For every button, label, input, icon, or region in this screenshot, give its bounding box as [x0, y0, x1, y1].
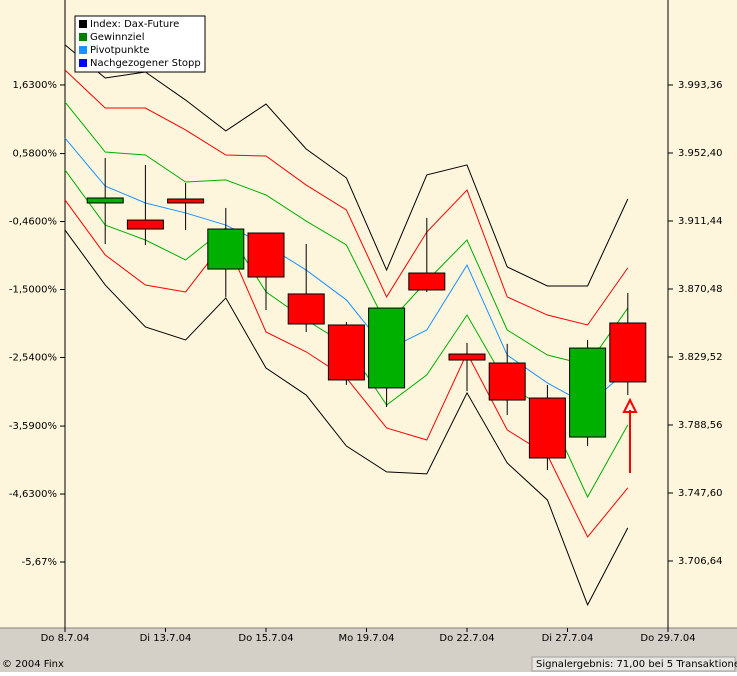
x-tick-label: Mo 19.7.04: [338, 633, 394, 644]
candle-body: [408, 272, 446, 291]
y2-tick-label: 3.788,56: [678, 420, 723, 431]
axes: 1,6300% 0,5800% -0,4600% -1,5000% -2,5400% -3…: [9, 80, 723, 644]
y2-tick-label: 3.747,60: [678, 488, 723, 499]
candle-body: [126, 219, 164, 230]
y2-tick-label: 3.829,52: [678, 352, 723, 363]
y2-tick-label: 3.706,64: [678, 556, 723, 567]
candle-body: [247, 232, 285, 278]
candle-body: [86, 197, 124, 204]
candle-body: [368, 307, 406, 389]
x-tick-label: Do 15.7.04: [238, 633, 293, 644]
y-tick-label: 1,6300%: [13, 80, 58, 91]
y-tick-label: 0,5800%: [13, 149, 58, 160]
legend-items: Index: Dax-Future Gewinnziel Pivotpunkte Na…: [79, 19, 201, 69]
legend-label: Gewinnziel: [90, 32, 145, 43]
candle-body: [167, 198, 205, 204]
y2-tick-label: 3.870,48: [678, 284, 723, 295]
y2-tick-label: 3.993,36: [678, 80, 723, 91]
y-tick-label: -4,6300%: [9, 489, 57, 500]
candle-body: [207, 228, 245, 270]
legend-label: Index: Dax-Future: [90, 19, 179, 30]
legend-label: Nachgezogener Stopp: [90, 58, 201, 69]
candle-body: [327, 324, 365, 381]
candle-body: [287, 293, 325, 325]
x-tick-label: Do 29.7.04: [640, 633, 695, 644]
candles: [86, 157, 647, 470]
y-tick-label: -0,4600%: [9, 217, 57, 228]
candle-body: [528, 397, 566, 459]
y-tick-label: -2,5400%: [9, 352, 57, 363]
legend-swatch: [79, 33, 87, 41]
footer-right: Signalergebnis: 71,00 bei 5 Transaktione…: [536, 659, 737, 670]
y2-tick-label: 3.952,40: [678, 148, 723, 159]
x-axis-band: [0, 628, 737, 655]
legend-label: Pivotpunkte: [90, 45, 149, 56]
footer-left: © 2004 Finx: [2, 659, 64, 670]
band-line: [64, 137, 629, 406]
band-line: [64, 101, 629, 366]
signal-arrow: [622, 397, 638, 473]
y-tick-label: -1,5000%: [9, 284, 57, 295]
band-line: [64, 229, 629, 607]
x-tick-label: Do 8.7.04: [41, 633, 90, 644]
legend-swatch: [79, 46, 87, 54]
y2-tick-label: 3.911,44: [678, 216, 723, 227]
candle-body: [448, 353, 486, 361]
candle-body: [569, 347, 607, 438]
legend-swatch: [79, 59, 87, 67]
status-panel: [531, 656, 736, 672]
candle-body: [488, 362, 526, 401]
band-line: [64, 69, 629, 326]
y-tick-label: -3,5900%: [9, 421, 57, 432]
candle-body: [609, 322, 647, 383]
y-tick-label: -5,67%: [22, 557, 57, 568]
band-line: [64, 44, 629, 287]
x-tick-label: Di 13.7.04: [140, 633, 192, 644]
x-tick-label: Do 22.7.04: [439, 633, 494, 644]
x-tick-label: Di 27.7.04: [542, 633, 594, 644]
legend: Index: Dax-Future Gewinnziel Pivotpunkte Na…: [74, 15, 206, 73]
legend-box: [74, 15, 206, 73]
legend-swatch: [79, 20, 87, 28]
